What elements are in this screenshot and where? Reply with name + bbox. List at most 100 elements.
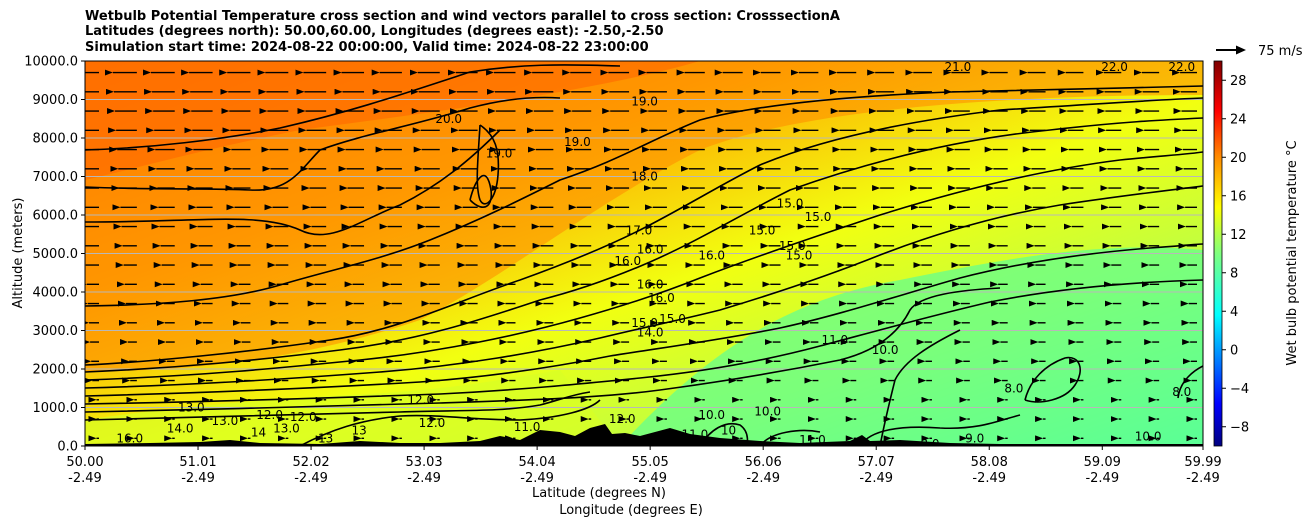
contour-label: 13 (318, 431, 333, 445)
contour-label: 16.0 (614, 254, 641, 268)
contour-label: 16.0 (637, 243, 664, 257)
contour-label: 15.0 (779, 239, 806, 253)
contour-label: 11.0 (514, 420, 541, 434)
contour-label: 18.0 (631, 170, 658, 184)
y-axis-label: Altitude (meters) (11, 198, 26, 309)
contour-label: 22.0 (1168, 60, 1195, 74)
contour-label: 13 (352, 424, 367, 438)
colorbar-tick-label: −4 (1230, 382, 1249, 397)
contour-label: 19.0 (486, 146, 513, 160)
x-tick-label-lat: 58.08 (971, 455, 1008, 470)
contour-label: 14.0 (637, 325, 664, 339)
y-tick-label: 3000.0 (33, 324, 79, 339)
contour-label: 9.0 (965, 431, 984, 445)
colorbar-ticks: −8 −4 0 4 8 12 16 20 24 28 (1222, 74, 1249, 435)
contour-label: 10.0 (754, 404, 781, 418)
contour-label: 16.0 (116, 431, 143, 445)
x-tick-label-lon: -2.49 (181, 471, 215, 486)
contour-line (85, 243, 1203, 397)
contour-label: 15.0 (631, 316, 658, 330)
colorbar-tick-label: 8 (1230, 266, 1238, 281)
contour-label: 10.0 (1135, 429, 1162, 443)
contour-label: 21.0 (945, 60, 972, 74)
chart-title-line-3: Simulation start time: 2024-08-22 00:00:… (85, 40, 649, 55)
contour-line (85, 287, 1001, 413)
x-axis-label-latitude: Latitude (degrees N) (532, 486, 666, 501)
contour-label: 12.0 (256, 408, 283, 422)
quiver-key-label: 75 m/s (1258, 44, 1303, 59)
colorbar-tick-label: 28 (1230, 74, 1247, 89)
contour-label: 20.0 (435, 112, 462, 126)
x-tick-label-lat: 55.05 (632, 455, 669, 470)
contour-label: 8.0 (1004, 381, 1023, 395)
contour-label: 11.0 (799, 433, 826, 447)
contour-line (469, 174, 492, 208)
terrain (85, 424, 1203, 446)
x-tick-label-lon: -2.49 (294, 471, 328, 486)
contour-line (85, 391, 591, 421)
colorbar-tick-label: 4 (1230, 305, 1238, 320)
x-tick-label-lat: 54.04 (519, 455, 556, 470)
contour-label: 13.0 (212, 414, 239, 428)
colorbar-label: Wet bulb potential temperature °C (1285, 140, 1300, 365)
colorbar-tick-label: 12 (1230, 228, 1247, 243)
contour-label: 19.0 (631, 94, 658, 108)
y-tick-label: 4000.0 (33, 286, 79, 301)
x-tick-label-lon: -2.49 (633, 471, 667, 486)
contour-label: 13.0 (273, 422, 300, 436)
x-tick-label-lat: 59.99 (1184, 455, 1221, 470)
contour-label: 11.0 (821, 333, 848, 347)
contour-label: 16.0 (637, 277, 664, 291)
temperature-field: 21.0 22.0 22.0 20.0 19.0 19.0 19.0 18.0 17.0 16.0… (85, 60, 1203, 447)
x-tick-label-lon: -2.49 (1085, 471, 1119, 486)
colorbar-tick-label: 16 (1230, 189, 1247, 204)
x-tick-label-lat: 57.07 (858, 455, 895, 470)
contour-line (85, 129, 501, 236)
contour-line (299, 399, 601, 446)
y-tick-label: 5000.0 (33, 247, 79, 262)
colorbar-tick-label: −8 (1230, 420, 1249, 435)
x-tick-label-lat: 56.06 (745, 455, 782, 470)
contour-label: 15.0 (749, 223, 776, 237)
contour-label: 19.0 (564, 135, 591, 149)
contour-label: 14 (251, 426, 266, 440)
contour-label: 17.0 (626, 223, 653, 237)
x-tick-label-lat: 50.00 (66, 455, 103, 470)
y-tick-label: 1000.0 (33, 401, 79, 416)
y-axis: 0.0 1000.0 2000.0 3000.0 4000.0 5000.0 6000.0 7… (24, 55, 85, 455)
contour-line (1024, 356, 1081, 403)
contour-line (1177, 365, 1203, 399)
contour-label: 16.0 (698, 248, 725, 262)
contour-label: 15.0 (659, 312, 686, 326)
y-tick-label: 6000.0 (33, 209, 79, 224)
contour-line (476, 124, 500, 205)
x-tick-label-lat: 59.09 (1084, 455, 1121, 470)
colorbar-tick-label: 20 (1230, 151, 1247, 166)
contour-label: 16.0 (648, 291, 675, 305)
contour-line (85, 279, 1203, 405)
x-axis-label-longitude: Longitude (degrees E) (559, 503, 703, 518)
colorbar-tick-label: 0 (1230, 343, 1238, 358)
contour-label: 15.0 (786, 248, 813, 262)
colorbar-tick-label: 24 (1230, 112, 1247, 127)
contour-line (85, 151, 1203, 381)
contour-label: 12.0 (609, 412, 636, 426)
x-tick-label-lon: -2.49 (68, 471, 102, 486)
chart-title-line-2: Latitudes (degrees north): 50.00,60.00, … (85, 24, 664, 39)
contour-line (85, 185, 1203, 389)
x-tick-label-lon: -2.49 (407, 471, 441, 486)
x-tick-label-lon: -2.49 (972, 471, 1006, 486)
y-tick-label: 10000.0 (24, 55, 78, 70)
contour-label: 10 (721, 424, 736, 438)
x-axis: 50.00-2.4951.01-2.4952.02-2.4953.03-2.49… (66, 446, 1222, 486)
x-tick-label-lon: -2.49 (859, 471, 893, 486)
x-tick-label-lon: -2.49 (1186, 471, 1220, 486)
y-tick-label: 8000.0 (33, 132, 79, 147)
contour-label: 12.0 (290, 410, 317, 424)
contour-line (85, 64, 621, 151)
contour-label: 13.0 (178, 401, 205, 415)
colorbar-frame (1213, 60, 1223, 447)
y-tick-label: 9000.0 (33, 93, 79, 108)
y-tick-label: 2000.0 (33, 363, 79, 378)
